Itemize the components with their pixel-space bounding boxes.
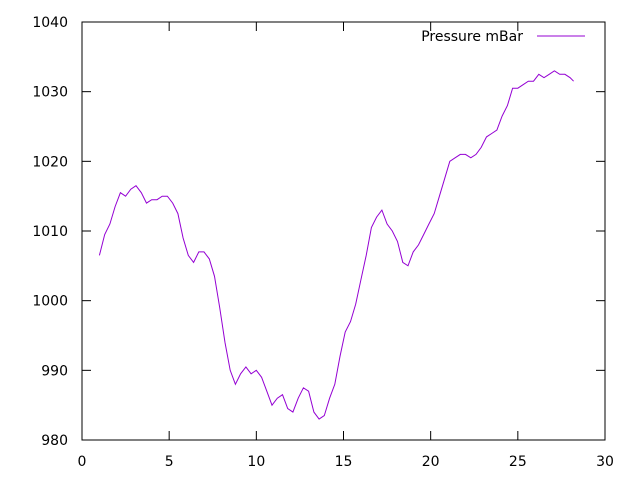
series-layer [98,70,574,420]
y-tick-label: 1000 [32,294,68,310]
y-tick-label: 1020 [32,154,68,170]
x-tick-label: 15 [335,454,353,470]
x-tick-label: 25 [509,454,527,470]
y-tick-label: 990 [41,363,68,379]
y-tick-label: 980 [41,433,68,449]
x-axis-ticks: 0 5 10 15 20 25 30 [78,22,614,470]
x-tick-label: 5 [165,454,174,470]
x-tick-label: 10 [247,454,265,470]
series-line-pressure [98,70,574,420]
y-tick-label: 1030 [32,85,68,101]
legend: Pressure mBar [421,29,585,45]
legend-label: Pressure mBar [421,29,523,45]
y-tick-label: 1040 [32,15,68,31]
x-tick-label: 30 [596,454,614,470]
x-tick-label: 0 [78,454,87,470]
y-axis-ticks: 980 990 1000 1010 1020 1030 1040 [32,15,605,449]
plot-area-frame [81,21,606,441]
y-tick-label: 1010 [32,224,68,240]
x-tick-label: 20 [422,454,440,470]
